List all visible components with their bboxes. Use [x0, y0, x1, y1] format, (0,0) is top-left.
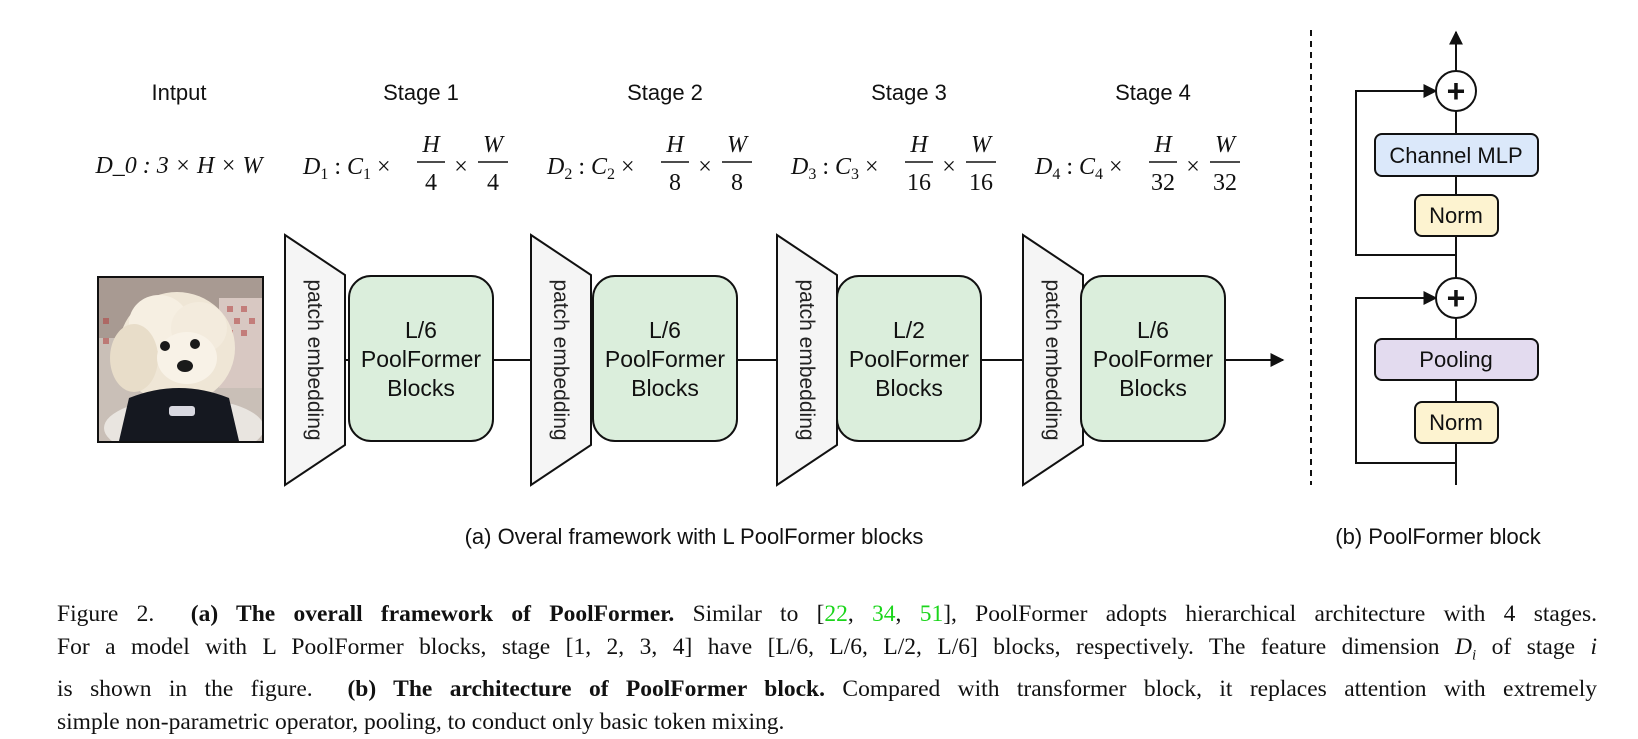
svg-text:Blocks: Blocks [1119, 375, 1187, 401]
channel-mlp-label: Channel MLP [1389, 143, 1522, 168]
svg-text:PoolFormer: PoolFormer [605, 346, 725, 372]
svg-text:patch embedding: patch embedding [1041, 279, 1064, 440]
poolformer-blocks-stage: L/6 PoolFormer Blocks [348, 275, 494, 442]
svg-text:×: × [454, 154, 468, 180]
svg-text:8: 8 [669, 170, 681, 196]
svg-text:×: × [942, 154, 956, 180]
stage-title: Stage 4 [1115, 80, 1191, 105]
caption-var-i: i [1590, 634, 1598, 660]
input-label: Intput [151, 80, 206, 105]
plus-icon: + [1447, 280, 1466, 316]
poolformer-blocks-stage: L/6 PoolFormer Blocks [592, 275, 738, 442]
norm-top-label: Norm [1429, 203, 1483, 228]
svg-text:D1 : C1 ×: D1 : C1 × [302, 154, 391, 183]
svg-text:D4 : C4 ×: D4 : C4 × [1034, 154, 1123, 183]
svg-text:Blocks: Blocks [387, 375, 455, 401]
svg-text:×: × [1186, 154, 1200, 180]
stage-title: Stage 1 [383, 80, 459, 105]
svg-text:H: H [1153, 132, 1173, 158]
svg-text:W: W [727, 132, 749, 158]
caption-line-2: For a model with L PoolFormer blocks, st… [57, 631, 1597, 673]
caption-line-4: simple non-parametric operator, pooling,… [57, 708, 785, 735]
figure-caption: Figure 2. (a) The overall framework of P… [57, 598, 1597, 739]
poolformer-block-diagram: Norm Pooling + Norm Channel MLP + [1355, 30, 1539, 485]
citation-link[interactable]: 51 [919, 601, 944, 627]
svg-text:H: H [421, 132, 441, 158]
add-node-lower [1435, 277, 1477, 319]
norm-bottom-label: Norm [1429, 410, 1483, 435]
svg-text:×: × [698, 154, 712, 180]
svg-text:D3 : C3 ×: D3 : C3 × [790, 154, 879, 183]
input-image [97, 276, 264, 443]
caption-line-2-mid: of stage [1491, 634, 1576, 660]
caption-a-title: (a) The overall framework of PoolFormer. [190, 601, 675, 627]
svg-text:PoolFormer: PoolFormer [849, 346, 969, 372]
svg-text:L/6: L/6 [405, 317, 437, 343]
svg-text:4: 4 [487, 170, 499, 196]
subcaption-b: (b) PoolFormer block [1335, 524, 1541, 549]
patch-embedding: patch embedding [530, 233, 592, 487]
citation-link[interactable]: 22 [824, 601, 848, 627]
caption-a-text-2: ], PoolFormer adopts hierarchical archit… [943, 601, 1597, 627]
svg-text:16: 16 [969, 170, 993, 196]
norm-bottom-box [1414, 401, 1499, 444]
svg-text:4: 4 [425, 170, 437, 196]
dog-photo-icon [99, 278, 262, 441]
svg-text:H: H [909, 132, 929, 158]
svg-text:H: H [665, 132, 685, 158]
svg-text:W: W [483, 132, 505, 158]
caption-b-text: Compared with transformer block, it repl… [842, 675, 1597, 702]
poolformer-blocks-stage: L/6 PoolFormer Blocks [1080, 275, 1226, 442]
svg-text:Blocks: Blocks [875, 375, 943, 401]
svg-text:W: W [971, 132, 993, 158]
residual-path-upper [1355, 84, 1456, 256]
residual-path-lower [1355, 291, 1456, 464]
caption-b-title: (b) The architecture of PoolFormer block… [347, 675, 825, 702]
input-dim: D_0 : 3 × H × W [94, 153, 264, 179]
caption-a-text-1: Similar to [ [692, 601, 825, 627]
stage-dim: D3 : C3 × H 16 × W 16 [790, 132, 996, 196]
subcaption-a: (a) Overal framework with L PoolFormer b… [465, 524, 924, 549]
patch-embedding: patch embedding [1022, 233, 1084, 487]
caption-line-1: Figure 2. (a) The overall framework of P… [57, 601, 1597, 627]
pooling-box [1374, 338, 1539, 381]
caption-line-3-text: is shown in the figure. [57, 675, 313, 702]
add-node-upper [1435, 70, 1477, 112]
svg-text:32: 32 [1151, 170, 1175, 196]
svg-text:PoolFormer: PoolFormer [1093, 346, 1213, 372]
svg-text:Blocks: Blocks [631, 375, 699, 401]
channel-mlp-box [1374, 133, 1539, 177]
input-dim-text: D_0 : 3 × H × W [94, 153, 264, 179]
patch-embedding: patch embedding [284, 233, 346, 487]
svg-text:W: W [1215, 132, 1237, 158]
svg-text:patch embedding: patch embedding [549, 279, 572, 440]
svg-text:L/2: L/2 [893, 317, 925, 343]
svg-text:L/6: L/6 [649, 317, 681, 343]
svg-text:patch embedding: patch embedding [795, 279, 818, 440]
svg-text:patch embedding: patch embedding [303, 279, 326, 440]
plus-icon: + [1447, 73, 1466, 109]
svg-text:D2 : C2 ×: D2 : C2 × [546, 154, 635, 183]
svg-text:16: 16 [907, 170, 931, 196]
stage-title: Stage 3 [871, 80, 947, 105]
svg-text:32: 32 [1213, 170, 1237, 196]
caption-line-3: is shown in the figure. (b) The architec… [57, 673, 1597, 706]
svg-text:PoolFormer: PoolFormer [361, 346, 481, 372]
stage-dim: D2 : C2 × H 8 × W 8 [546, 132, 752, 196]
caption-line-2-text: For a model with L PoolFormer blocks, st… [57, 634, 1440, 660]
stage-dim: D4 : C4 × H 32 × W 32 [1034, 132, 1240, 196]
pooling-label: Pooling [1419, 347, 1492, 372]
patch-embedding: patch embedding [776, 233, 838, 487]
poolformer-blocks-stage: L/2 PoolFormer Blocks [836, 275, 982, 442]
stage-title: Stage 2 [627, 80, 703, 105]
norm-top-box [1414, 194, 1499, 237]
caption-var-d: Di [1455, 634, 1477, 664]
stage-dim: D1 : C1 × H 4 × W 4 [302, 132, 508, 196]
citation-link[interactable]: 34 [872, 601, 896, 627]
figure-label: Figure 2. [57, 601, 155, 627]
svg-text:L/6: L/6 [1137, 317, 1169, 343]
svg-text:8: 8 [731, 170, 743, 196]
figure-diagram: Intput D_0 : 3 × H × W Stage 1 D1 : C1 × H… [94, 30, 1542, 549]
